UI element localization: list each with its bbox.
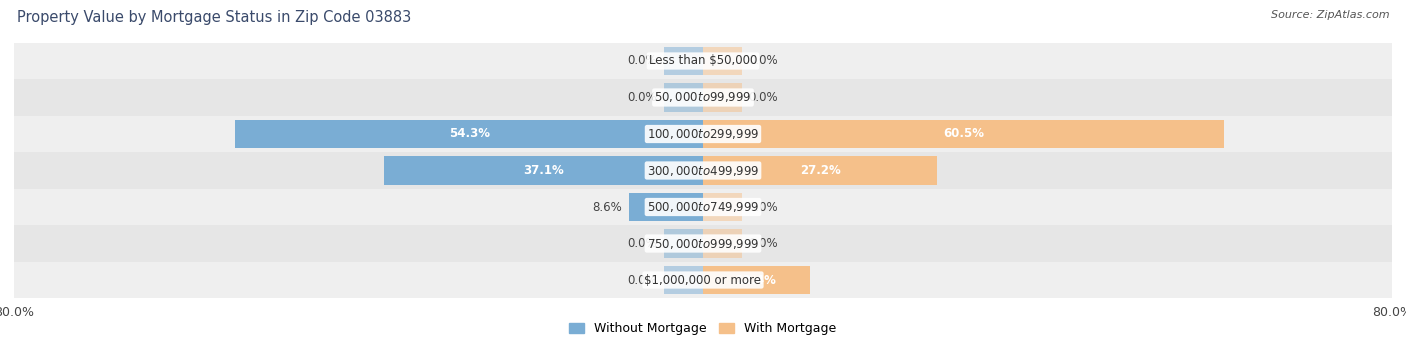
Bar <box>664 266 703 294</box>
Bar <box>664 229 703 258</box>
Text: 0.0%: 0.0% <box>627 91 658 104</box>
Bar <box>14 189 1392 225</box>
Text: 60.5%: 60.5% <box>943 128 984 140</box>
Text: Source: ZipAtlas.com: Source: ZipAtlas.com <box>1271 10 1389 20</box>
Legend: Without Mortgage, With Mortgage: Without Mortgage, With Mortgage <box>564 317 842 340</box>
Text: 12.4%: 12.4% <box>735 273 778 286</box>
Text: Less than $50,000: Less than $50,000 <box>648 55 758 68</box>
Bar <box>235 120 703 148</box>
Bar <box>703 266 810 294</box>
Text: 0.0%: 0.0% <box>748 201 779 213</box>
Text: 0.0%: 0.0% <box>627 55 658 68</box>
Bar <box>703 229 742 258</box>
Bar <box>703 156 938 185</box>
Bar <box>384 156 703 185</box>
Bar <box>664 83 703 112</box>
Text: $1,000,000 or more: $1,000,000 or more <box>644 273 762 286</box>
Bar <box>14 43 1392 79</box>
Text: 0.0%: 0.0% <box>627 237 658 250</box>
Bar <box>14 152 1392 189</box>
Text: 8.6%: 8.6% <box>592 201 621 213</box>
Bar <box>14 116 1392 152</box>
Bar <box>703 47 742 75</box>
Bar <box>664 47 703 75</box>
Bar <box>703 83 742 112</box>
Bar <box>14 79 1392 116</box>
Text: $750,000 to $999,999: $750,000 to $999,999 <box>647 237 759 251</box>
Text: $50,000 to $99,999: $50,000 to $99,999 <box>654 90 752 104</box>
Text: 54.3%: 54.3% <box>449 128 489 140</box>
Bar <box>628 193 703 221</box>
Bar <box>703 120 1225 148</box>
Text: $100,000 to $299,999: $100,000 to $299,999 <box>647 127 759 141</box>
Text: 37.1%: 37.1% <box>523 164 564 177</box>
Text: 0.0%: 0.0% <box>748 55 779 68</box>
Text: $500,000 to $749,999: $500,000 to $749,999 <box>647 200 759 214</box>
Text: 0.0%: 0.0% <box>748 91 779 104</box>
Bar <box>14 262 1392 298</box>
Text: $300,000 to $499,999: $300,000 to $499,999 <box>647 163 759 178</box>
Text: 0.0%: 0.0% <box>627 273 658 286</box>
Text: 0.0%: 0.0% <box>748 237 779 250</box>
Bar <box>703 193 742 221</box>
Bar <box>14 225 1392 262</box>
Text: Property Value by Mortgage Status in Zip Code 03883: Property Value by Mortgage Status in Zip… <box>17 10 411 25</box>
Text: 27.2%: 27.2% <box>800 164 841 177</box>
